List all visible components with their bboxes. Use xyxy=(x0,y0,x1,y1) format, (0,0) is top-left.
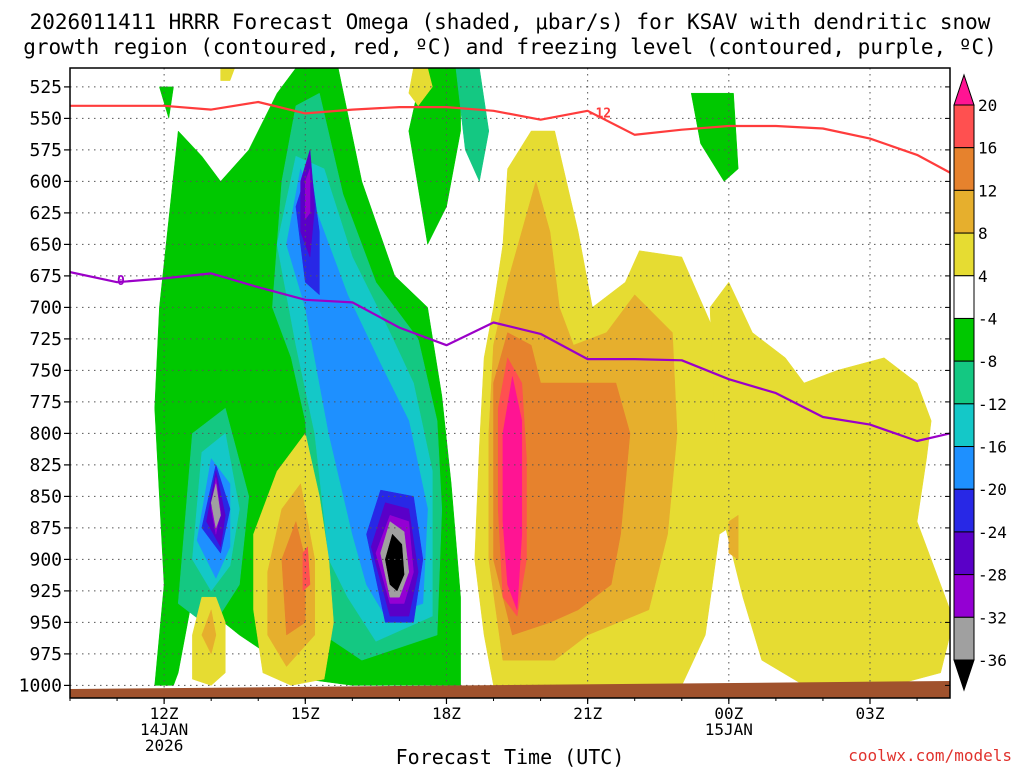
colorbar: 20 16 12 8 4 -4 -8 -12 -16 -20 -24 -28 -32 -36 xyxy=(953,73,1007,692)
omega-region-plus4-0 xyxy=(220,68,235,81)
colorbar-segment-4 xyxy=(953,232,975,277)
colorbar-segment-5 xyxy=(953,275,975,319)
colorbar-label--24: -24 xyxy=(978,523,1007,542)
y-tick-label-1000: 1000 xyxy=(19,675,62,696)
colorbar-segment-6 xyxy=(953,317,975,362)
colorbar-segment-11 xyxy=(953,531,975,576)
colorbar-segment-10 xyxy=(953,488,975,533)
contour-1 xyxy=(70,271,950,443)
colorbar-label-12: 12 xyxy=(978,181,997,200)
colorbar-segment-7 xyxy=(953,360,975,405)
colorbar-segment-2 xyxy=(953,147,975,191)
y-tick-label-825: 825 xyxy=(29,455,62,476)
chart-title-line2: growth region (contoured, red, ºC) and f… xyxy=(23,35,997,59)
y-tick-label-750: 750 xyxy=(29,360,62,381)
colorbar-label--4: -4 xyxy=(978,309,997,328)
x-tick-sublabel-12Z: 14JAN xyxy=(140,720,188,739)
colorbar-label-16: 16 xyxy=(978,139,997,158)
contour-label-0: -12 xyxy=(588,106,611,121)
omega-region-minus32-0 xyxy=(210,483,221,529)
x-tick-label-21Z: 21Z xyxy=(573,704,602,723)
y-tick-label-575: 575 xyxy=(29,140,62,161)
y-tick-label-675: 675 xyxy=(29,266,62,287)
omega-region-plus16-1 xyxy=(302,546,311,592)
y-tick-label-525: 525 xyxy=(29,77,62,98)
x-tick-label-12Z: 12Z xyxy=(150,704,179,723)
x-tick-sublabel-00Z: 15JAN xyxy=(705,720,753,739)
y-tick-label-775: 775 xyxy=(29,392,62,413)
y-tick-label-800: 800 xyxy=(29,423,62,444)
y-tick-label-600: 600 xyxy=(29,171,62,192)
colorbar-segment-12 xyxy=(953,574,975,618)
x-tick-label-15Z: 15Z xyxy=(291,704,320,723)
plot-frame xyxy=(69,67,951,699)
omega-region-plus4-3 xyxy=(709,281,950,686)
omega-region-minus4-2 xyxy=(225,294,250,352)
y-tick-label-875: 875 xyxy=(29,518,62,539)
omega-region-plus20-0 xyxy=(502,376,523,611)
y-tick-label-850: 850 xyxy=(29,486,62,507)
x-tick-sublabel2-12Z: 2026 xyxy=(145,736,184,755)
omega-region-minus4-4 xyxy=(690,92,739,182)
x-tick-label-18Z: 18Z xyxy=(432,704,461,723)
grid-layer xyxy=(70,68,950,698)
colorbar-label-8: 8 xyxy=(978,224,988,243)
colorbar-top-arrow xyxy=(953,73,975,106)
contour-layer: -12 0 xyxy=(70,100,950,443)
x-tick-label-00Z: 00Z xyxy=(714,704,743,723)
contour-label-1: 0 xyxy=(117,274,125,289)
colorbar-label--16: -16 xyxy=(978,438,1007,457)
y-tick-label-700: 700 xyxy=(29,297,62,318)
y-tick-label-725: 725 xyxy=(29,329,62,350)
omega-region-plus4-1 xyxy=(408,68,433,107)
x-tick-label-03Z: 03Z xyxy=(856,704,885,723)
credit-text: coolwx.com/models xyxy=(848,746,1012,765)
colorbar-bottom-arrow xyxy=(953,659,975,692)
omega-shading-layer xyxy=(154,68,950,686)
plot-area: -12 0 xyxy=(70,68,950,698)
colorbar-label--12: -12 xyxy=(978,395,1007,414)
y-tick-label-625: 625 xyxy=(29,203,62,224)
colorbar-segment-8 xyxy=(953,403,975,448)
y-tick-label-900: 900 xyxy=(29,549,62,570)
colorbar-label--36: -36 xyxy=(978,651,1007,670)
colorbar-label--32: -32 xyxy=(978,608,1007,627)
omega-region-plus8-3 xyxy=(728,515,739,560)
ground-terrain xyxy=(70,681,950,698)
colorbar-label-4: 4 xyxy=(978,267,988,286)
omega-region-minus8-2 xyxy=(455,68,490,182)
omega-region-minus36-0 xyxy=(385,533,405,592)
chart-title-line1: 2026011411 HRRR Forecast Omega (shaded, … xyxy=(30,10,991,34)
colorbar-segment-3 xyxy=(953,189,975,234)
colorbar-segment-13 xyxy=(953,616,975,661)
colorbar-label--8: -8 xyxy=(978,352,997,371)
contour-0 xyxy=(70,100,950,174)
y-tick-label-925: 925 xyxy=(29,581,62,602)
y-tick-label-975: 975 xyxy=(29,644,62,665)
y-tick-label-950: 950 xyxy=(29,612,62,633)
colorbar-label--20: -20 xyxy=(978,480,1007,499)
colorbar-label--28: -28 xyxy=(978,566,1007,585)
x-axis-title: Forecast Time (UTC) xyxy=(396,745,625,768)
y-axis: 525 550 575 600 625 650 675 700 725 750 775 800 825 8… xyxy=(19,77,950,696)
y-tick-label-550: 550 xyxy=(29,108,62,129)
y-tick-label-650: 650 xyxy=(29,234,62,255)
colorbar-segment-9 xyxy=(953,446,975,490)
colorbar-label-20: 20 xyxy=(978,96,997,115)
colorbar-segment-1 xyxy=(953,104,975,149)
omega-region-plus8-1 xyxy=(201,609,217,655)
